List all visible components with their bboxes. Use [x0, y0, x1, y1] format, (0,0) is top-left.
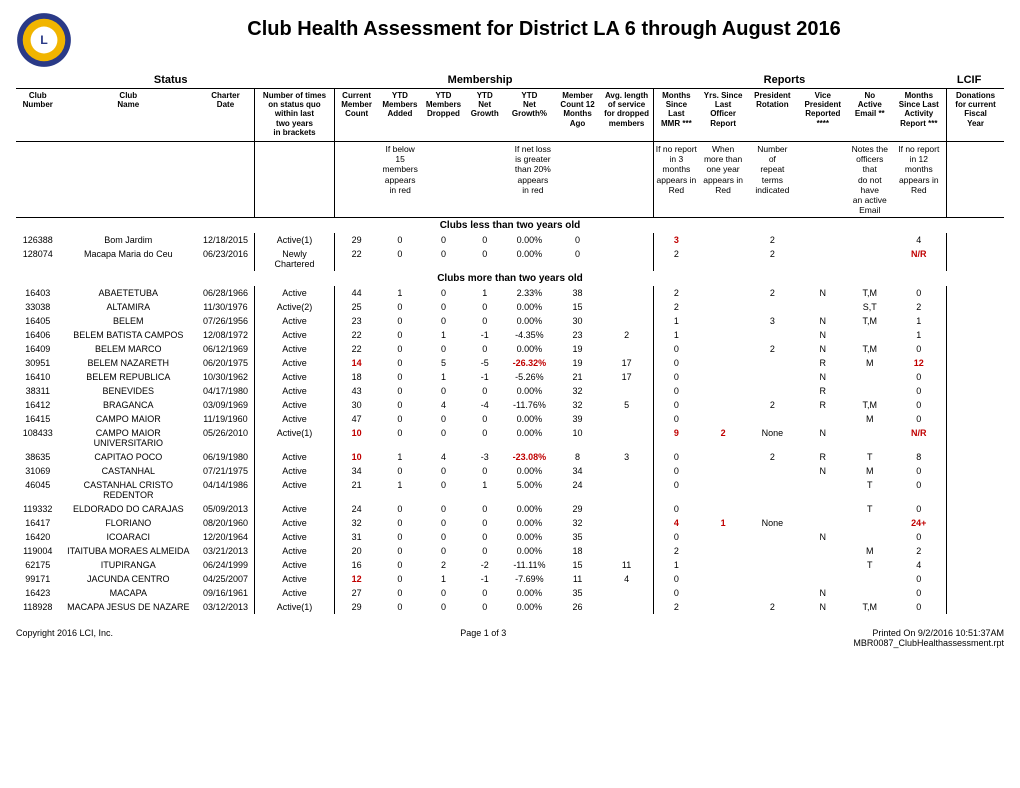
- table-row: 31069CASTANHAL07/21/1975Active340000.00%…: [16, 464, 1004, 478]
- col-months-act: MonthsSince LastActivityReport ***: [892, 89, 947, 141]
- group-label: Clubs more than two years old: [16, 271, 1004, 286]
- sub-officer-note: Whenmore thanone yearappears inRed: [699, 141, 747, 217]
- table-row: 16423MACAPA09/16/1961Active270000.00%350…: [16, 586, 1004, 600]
- table-row: 99171JACUNDA CENTRO04/25/2007Active1201-…: [16, 572, 1004, 586]
- sub-growth-note: If net lossis greaterthan 20%appearsin r…: [465, 141, 600, 217]
- lions-logo: L: [16, 12, 72, 68]
- col-no-email: NoActiveEmail **: [848, 89, 892, 141]
- table-row: 30951BELEM NAZARETH06/20/1975Active1405-…: [16, 356, 1004, 370]
- col-months-mmr: MonthsSinceLastMMR ***: [653, 89, 699, 141]
- col-vp-rep: VicePresidentReported****: [798, 89, 848, 141]
- sub-email-note: Notes theofficers thatdo not havean acti…: [848, 141, 892, 217]
- table-row: 16409BELEM MARCO06/12/1969Active220000.0…: [16, 342, 1004, 356]
- footer-page: Page 1 of 3: [460, 628, 506, 648]
- table-row: 46045CASTANHAL CRISTO REDENTOR04/14/1986…: [16, 478, 1004, 502]
- col-count-12mo: MemberCount 12MonthsAgo: [555, 89, 601, 141]
- col-members-added: YTDMembersAdded: [378, 89, 422, 141]
- assessment-table: ClubNumber ClubName CharterDate Number o…: [16, 89, 1004, 614]
- report-header: L Club Health Assessment for District LA…: [16, 12, 1004, 68]
- sub-rot-note: Numberofrepeattermsindicated: [747, 141, 797, 217]
- table-row: 38311BENEVIDES04/17/1980Active430000.00%…: [16, 384, 1004, 398]
- section-header-row: Status Membership Reports LCIF: [16, 72, 1004, 89]
- col-net-growth-pct: YTDNetGrowth%: [504, 89, 554, 141]
- section-lcif: LCIF: [934, 72, 1004, 88]
- table-row: 108433CAMPO MAIOR UNIVERSITARIO05/26/201…: [16, 426, 1004, 450]
- col-members-dropped: YTDMembersDropped: [422, 89, 466, 141]
- group-header: Clubs less than two years old: [16, 218, 1004, 234]
- col-club-name: ClubName: [60, 89, 198, 141]
- table-row: 62175ITUPIRANGA06/24/1999Active1602-2-11…: [16, 558, 1004, 572]
- col-charter-date: CharterDate: [197, 89, 254, 141]
- report-footer: Copyright 2016 LCI, Inc. Page 1 of 3 Pri…: [16, 628, 1004, 648]
- table-row: 119004ITAITUBA MORAES ALMEIDA03/21/2013A…: [16, 544, 1004, 558]
- table-row: 16417FLORIANO08/20/1960Active320000.00%3…: [16, 516, 1004, 530]
- table-row: 16403ABAETETUBA06/28/1966Active441012.33…: [16, 286, 1004, 300]
- table-row: 16405BELEM07/26/1956Active230000.00%3013…: [16, 314, 1004, 328]
- table-row: 16406BELEM BATISTA CAMPOS12/08/1972Activ…: [16, 328, 1004, 342]
- sub-act-note: If no reportin 12monthsappears inRed: [892, 141, 947, 217]
- table-row: 33038ALTAMIRA11/30/1976Active(2)250000.0…: [16, 300, 1004, 314]
- table-row: 38635CAPITAO POCO06/19/1980Active1014-3-…: [16, 450, 1004, 464]
- footer-file: MBR0087_ClubHealthassessment.rpt: [853, 638, 1004, 648]
- section-membership: Membership: [325, 72, 634, 88]
- sub-count-note: If below15membersappearsin red: [335, 141, 466, 217]
- section-reports: Reports: [635, 72, 934, 88]
- table-row: 16412BRAGANCA03/09/1969Active3004-4-11.7…: [16, 398, 1004, 412]
- col-net-growth: YTDNetGrowth: [465, 89, 504, 141]
- sub-note-row: If below15membersappearsin red If net lo…: [16, 141, 1004, 217]
- col-club-number: ClubNumber: [16, 89, 60, 141]
- group-header: Clubs more than two years old: [16, 271, 1004, 286]
- col-avg-len: Avg. lengthof servicefor droppedmembers: [600, 89, 653, 141]
- footer-copyright: Copyright 2016 LCI, Inc.: [16, 628, 113, 648]
- section-status: Status: [16, 72, 325, 88]
- column-header-row: ClubNumber ClubName CharterDate Number o…: [16, 89, 1004, 141]
- report-title: Club Health Assessment for District LA 6…: [84, 18, 1004, 41]
- col-pres-rot: PresidentRotation: [747, 89, 797, 141]
- sub-mmr-note: If no reportin 3monthsappears inRed: [653, 141, 699, 217]
- col-donations: Donationsfor currentFiscalYear: [947, 89, 1004, 141]
- group-label: Clubs less than two years old: [16, 218, 1004, 234]
- svg-text:L: L: [40, 33, 48, 47]
- table-row: 118928MACAPA JESUS DE NAZARE03/12/2013Ac…: [16, 600, 1004, 614]
- table-row: 128074Macapa Maria do Ceu06/23/2016Newly…: [16, 247, 1004, 271]
- table-row: 16420ICOARACI12/20/1964Active310000.00%3…: [16, 530, 1004, 544]
- table-row: 126388Bom Jardim12/18/2015Active(1)29000…: [16, 233, 1004, 247]
- col-yrs-officer: Yrs. SinceLastOfficerReport: [699, 89, 747, 141]
- footer-printed: Printed On 9/2/2016 10:51:37AM: [853, 628, 1004, 638]
- table-row: 16410BELEM REPUBLICA10/30/1962Active1801…: [16, 370, 1004, 384]
- col-status-note: Number of timeson status quowithin lastt…: [254, 89, 334, 141]
- table-row: 119332ELDORADO DO CARAJAS05/09/2013Activ…: [16, 502, 1004, 516]
- table-row: 16415CAMPO MAIOR11/19/1960Active470000.0…: [16, 412, 1004, 426]
- col-member-count: CurrentMemberCount: [335, 89, 379, 141]
